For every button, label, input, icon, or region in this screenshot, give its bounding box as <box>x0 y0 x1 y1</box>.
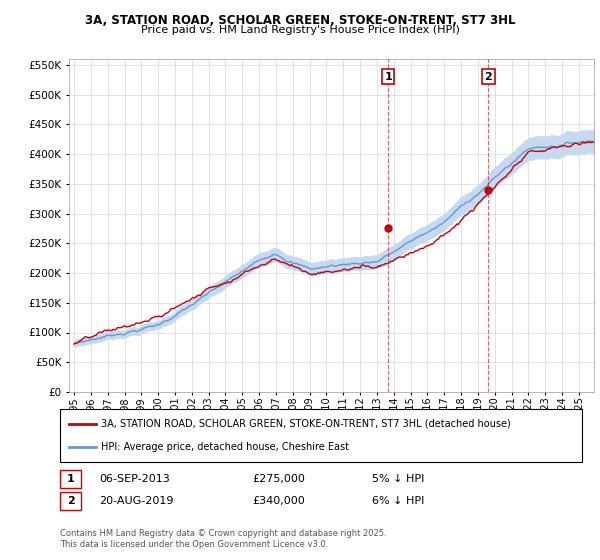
Text: 2: 2 <box>67 496 74 506</box>
Text: HPI: Average price, detached house, Cheshire East: HPI: Average price, detached house, Ches… <box>101 442 349 452</box>
Text: 3A, STATION ROAD, SCHOLAR GREEN, STOKE-ON-TRENT, ST7 3HL (detached house): 3A, STATION ROAD, SCHOLAR GREEN, STOKE-O… <box>101 419 511 429</box>
Text: Contains HM Land Registry data © Crown copyright and database right 2025.
This d: Contains HM Land Registry data © Crown c… <box>60 529 386 549</box>
Text: £275,000: £275,000 <box>252 474 305 484</box>
Text: 06-SEP-2013: 06-SEP-2013 <box>99 474 170 484</box>
Text: 2: 2 <box>485 72 493 82</box>
Text: 1: 1 <box>385 72 392 82</box>
Text: £340,000: £340,000 <box>252 496 305 506</box>
Text: 1: 1 <box>67 474 74 484</box>
Text: 3A, STATION ROAD, SCHOLAR GREEN, STOKE-ON-TRENT, ST7 3HL: 3A, STATION ROAD, SCHOLAR GREEN, STOKE-O… <box>85 14 515 27</box>
Text: Price paid vs. HM Land Registry's House Price Index (HPI): Price paid vs. HM Land Registry's House … <box>140 25 460 35</box>
Text: 20-AUG-2019: 20-AUG-2019 <box>99 496 173 506</box>
Text: 5% ↓ HPI: 5% ↓ HPI <box>372 474 424 484</box>
Text: 6% ↓ HPI: 6% ↓ HPI <box>372 496 424 506</box>
